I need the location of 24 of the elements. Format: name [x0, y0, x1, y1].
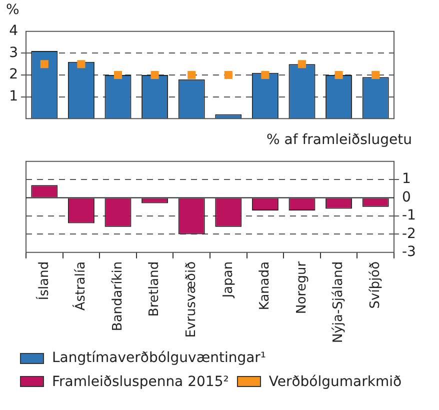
y-tick-label: 1	[9, 88, 18, 104]
x-tick-label: Bretland	[147, 261, 162, 317]
x-tick-label: Svíþjóð	[368, 261, 383, 309]
y-axis-title: %	[6, 2, 20, 18]
y-tick-label: 3	[9, 44, 18, 61]
x-tick-label: Nýja-Sjáland	[331, 261, 346, 344]
x-tick-label: Ísland	[34, 261, 52, 300]
x-tick-label: Kanada	[258, 261, 273, 310]
x-tick-label: Ástralía	[72, 261, 89, 311]
x-tick-label: Bandaríkin	[110, 261, 126, 332]
y-tick-label: 1	[402, 171, 411, 188]
x-tick-label: Evrusvæðið	[184, 261, 199, 338]
legend-label: Langtímaverðbólguvæntingar¹	[52, 350, 266, 366]
y-tick-label: 0	[402, 189, 411, 206]
legend-label: Framleiðsluspenna 2015²	[52, 374, 229, 390]
legend-label: Verðbólgumarkmið	[268, 374, 402, 390]
y-tick-label: 4	[9, 23, 18, 40]
y-axis-title: % af framleiðslugetu	[266, 132, 412, 148]
y-tick-label: 2	[9, 66, 18, 83]
x-tick-label: Japan	[220, 261, 236, 299]
x-tick-label: Noregur	[294, 260, 310, 314]
y-tick-label: -3	[402, 244, 416, 260]
y-tick-label: -2	[402, 226, 416, 242]
y-tick-label: -1	[402, 208, 416, 224]
